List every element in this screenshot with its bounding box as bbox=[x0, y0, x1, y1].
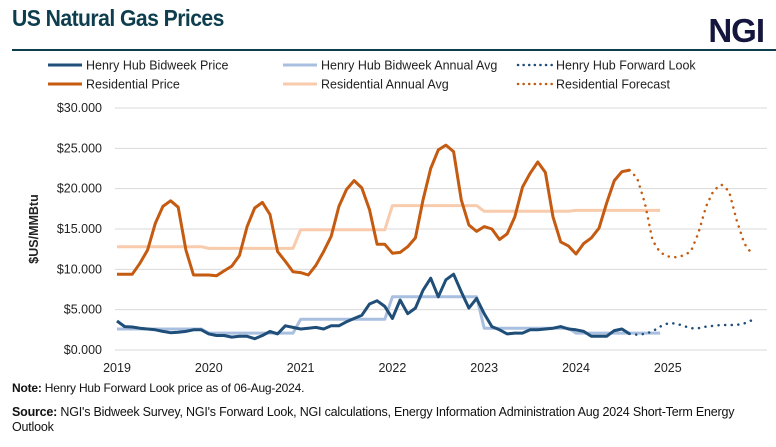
y-tick-label: $10.000 bbox=[57, 262, 102, 276]
y-axis-label: $US/MMBtu bbox=[27, 194, 41, 263]
series-henry-hub-bidweek-price bbox=[116, 272, 631, 341]
y-tick-label: $30.000 bbox=[57, 101, 102, 115]
x-tick-label: 2023 bbox=[470, 361, 498, 375]
header-divider bbox=[12, 49, 776, 51]
y-tick-label: $25.000 bbox=[57, 141, 102, 155]
y-tick-label: $0.000 bbox=[64, 343, 102, 357]
x-tick-label: 2022 bbox=[378, 361, 406, 375]
y-tick-label: $15.000 bbox=[57, 222, 102, 236]
note-label: Note: bbox=[12, 381, 42, 395]
legend-label: Residential Forecast bbox=[556, 78, 670, 92]
gridlines bbox=[115, 107, 767, 351]
series-lines bbox=[116, 143, 754, 341]
legend-label: Residential Annual Avg bbox=[321, 78, 449, 92]
x-tick-label: 2020 bbox=[195, 361, 223, 375]
ngi-logo: NGI bbox=[708, 12, 765, 49]
note-text: Henry Hub Forward Look price as of 06-Au… bbox=[41, 381, 305, 395]
y-tick-label: $20.000 bbox=[57, 182, 102, 196]
source: Source: NGI's Bidweek Survey, NGI's Forw… bbox=[12, 405, 772, 435]
series-residential-price bbox=[117, 143, 630, 278]
x-axis-ticks: 2019 2020 2021 2022 2023 2024 2025 bbox=[103, 361, 682, 375]
legend-label: Henry Hub Bidweek Annual Avg bbox=[321, 59, 497, 73]
x-tick-label: 2019 bbox=[103, 361, 131, 375]
legend: Henry Hub Bidweek Price Henry Hub Bidweek… bbox=[48, 59, 696, 92]
source-label: Source: bbox=[12, 405, 58, 419]
legend-label: Henry Hub Bidweek Price bbox=[86, 59, 228, 73]
y-axis-ticks: $0.000 $5.000 $10.000 $15.000 $20.000 $25.000… bbox=[57, 101, 102, 357]
x-tick-label: 2024 bbox=[562, 361, 590, 375]
x-tick-label: 2021 bbox=[287, 361, 315, 375]
legend-label: Henry Hub Forward Look bbox=[556, 59, 696, 73]
y-tick-label: $5.000 bbox=[64, 303, 102, 317]
series-residential-forecast bbox=[628, 168, 754, 259]
series-residential-annual-avg bbox=[117, 204, 661, 250]
source-text: NGI's Bidweek Survey, NGI's Forward Look… bbox=[12, 405, 735, 434]
series-henry-hub-forward-look bbox=[628, 318, 754, 336]
page-title: US Natural Gas Prices bbox=[12, 5, 224, 31]
x-tick-label: 2025 bbox=[654, 361, 682, 375]
note: Note: Henry Hub Forward Look price as of… bbox=[12, 381, 304, 395]
legend-label: Residential Price bbox=[86, 78, 180, 92]
